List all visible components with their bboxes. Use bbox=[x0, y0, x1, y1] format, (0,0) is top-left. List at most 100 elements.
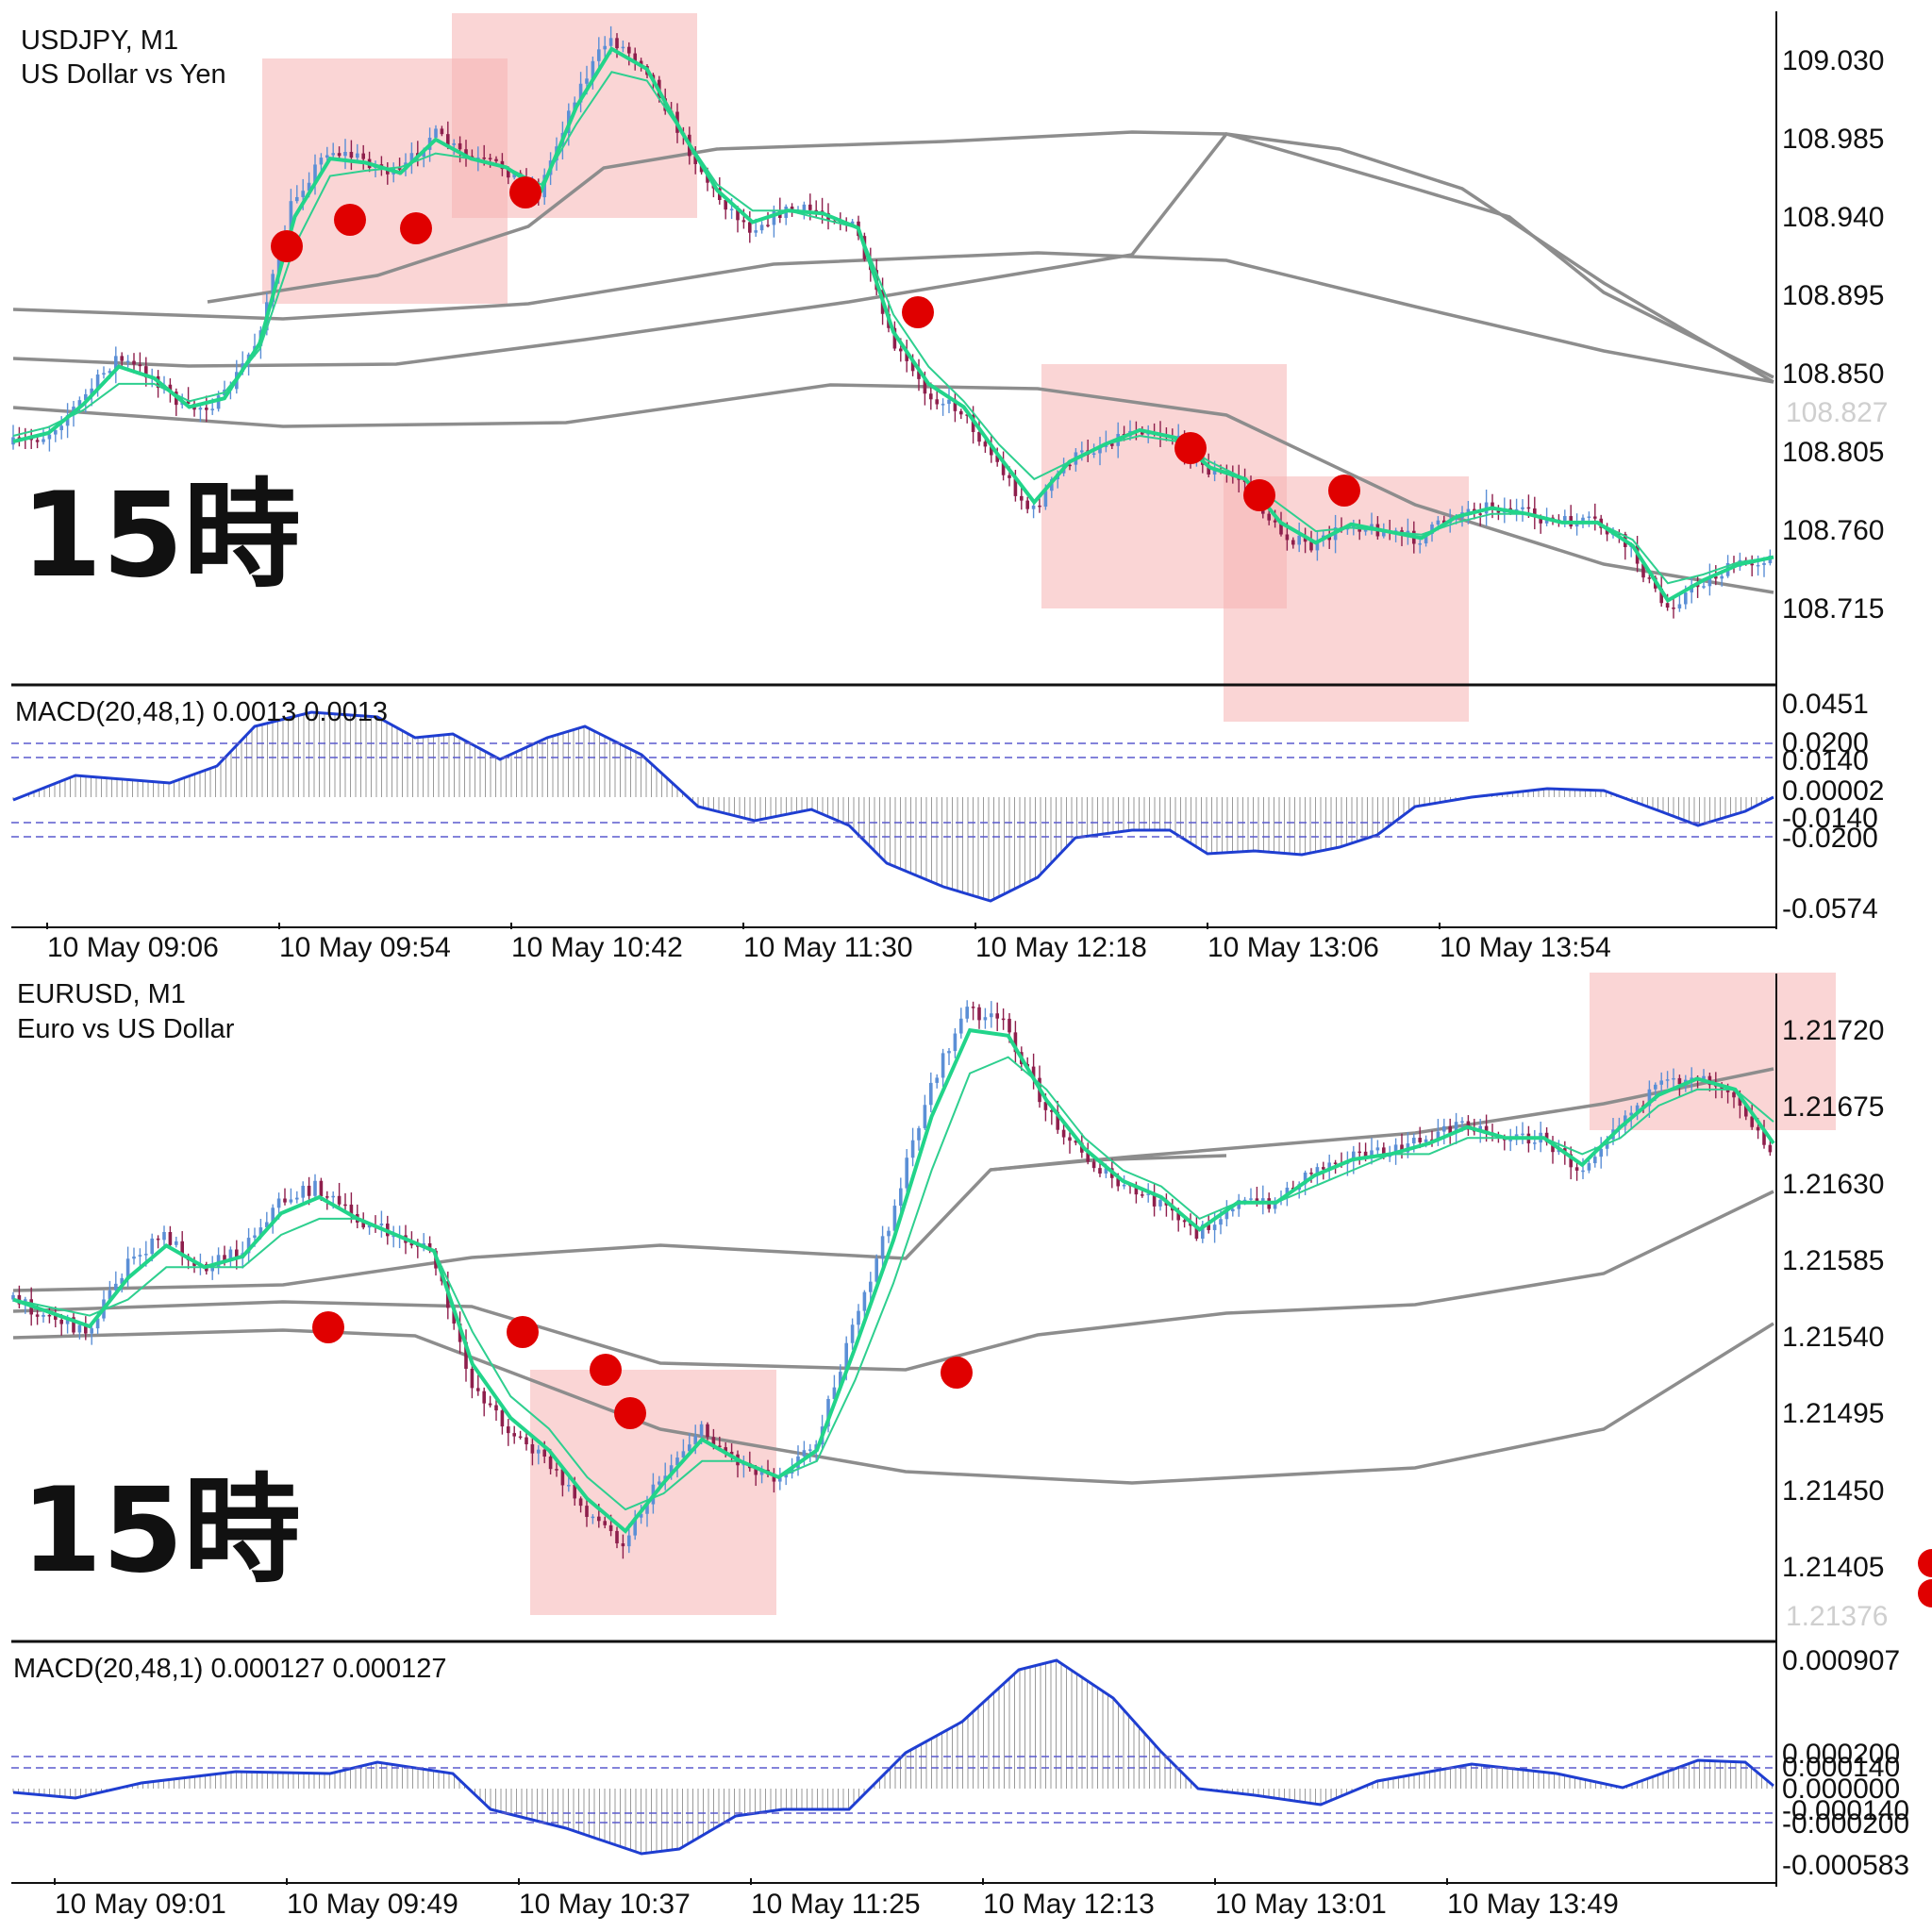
candle-body bbox=[965, 1007, 969, 1019]
current-price-label: 108.827 bbox=[1786, 397, 1888, 428]
candle-body bbox=[1025, 500, 1029, 509]
candle-body bbox=[910, 1140, 915, 1158]
candle-body bbox=[1224, 1211, 1229, 1220]
candle-body bbox=[923, 1105, 927, 1128]
candle-body bbox=[1056, 1111, 1059, 1130]
candle-body bbox=[1647, 1089, 1652, 1107]
candle-body bbox=[102, 373, 106, 375]
candle-body bbox=[90, 388, 93, 394]
candle-body bbox=[409, 153, 414, 163]
candle-body bbox=[1080, 450, 1084, 453]
candle-body bbox=[1327, 1162, 1331, 1170]
candle-body bbox=[29, 438, 33, 441]
candle-body bbox=[699, 163, 704, 173]
candle-body bbox=[144, 1254, 148, 1256]
candle-body bbox=[1091, 453, 1096, 456]
candle-body bbox=[977, 431, 981, 442]
indicator-tick: 0.00002 bbox=[1782, 775, 1884, 807]
candle-body bbox=[1436, 1131, 1441, 1141]
band-line bbox=[12, 251, 1774, 384]
candle-body bbox=[1672, 608, 1675, 609]
candle-body bbox=[802, 204, 807, 210]
candle-body bbox=[1454, 1122, 1458, 1134]
candle-body bbox=[1098, 1168, 1102, 1174]
candle-body bbox=[289, 201, 293, 233]
band-lines bbox=[12, 130, 1774, 594]
price-tick: 1.21450 bbox=[1782, 1475, 1884, 1507]
indicator-tick: -0.0200 bbox=[1782, 823, 1878, 854]
candle-body bbox=[319, 158, 324, 165]
candle-body bbox=[1122, 1184, 1126, 1187]
candle-body bbox=[615, 38, 619, 49]
candle-body bbox=[688, 1444, 691, 1452]
candle-body bbox=[84, 393, 88, 401]
candle-body bbox=[120, 1277, 124, 1284]
candle-body bbox=[608, 38, 613, 46]
candle-body bbox=[391, 1235, 395, 1238]
band-line bbox=[207, 130, 1774, 379]
candle-body bbox=[125, 1258, 130, 1278]
candle-body bbox=[452, 1307, 456, 1324]
candle-body bbox=[1333, 1162, 1338, 1164]
candle-body bbox=[476, 1388, 480, 1391]
usdjpy-chart[interactable]: USDJPY, M1 US Dollar vs Yen 15時 109.030 … bbox=[11, 11, 1888, 963]
candle-body bbox=[1043, 491, 1048, 508]
price-tick: 1.21540 bbox=[1782, 1322, 1884, 1353]
candle-body bbox=[216, 395, 221, 409]
candle-body bbox=[276, 1198, 281, 1208]
candle-body bbox=[1418, 1138, 1422, 1142]
macd-line bbox=[12, 710, 1774, 903]
candle-body bbox=[578, 83, 583, 103]
candle-body bbox=[1732, 1091, 1736, 1098]
candle-body bbox=[1587, 1163, 1591, 1171]
price-tick: 108.940 bbox=[1782, 202, 1884, 233]
candle-body bbox=[591, 60, 595, 79]
candle-body bbox=[766, 225, 770, 226]
price-tick: 108.715 bbox=[1782, 593, 1884, 625]
candle-body bbox=[675, 1457, 679, 1466]
candle-body bbox=[452, 142, 456, 145]
candle-body bbox=[633, 1517, 637, 1536]
eurusd-chart[interactable]: EURUSD, M1 Euro vs US Dollar 15時 1.21720… bbox=[11, 973, 1932, 1920]
candle-body bbox=[802, 1450, 807, 1457]
candle-body bbox=[72, 1317, 75, 1333]
candle-body bbox=[325, 155, 329, 158]
candle-body bbox=[555, 1469, 558, 1471]
candle-body bbox=[283, 1198, 287, 1203]
candle-body bbox=[1593, 516, 1597, 519]
candle-body bbox=[597, 1516, 601, 1522]
candle-body bbox=[1744, 1106, 1748, 1117]
candle-body bbox=[198, 408, 203, 410]
candle-body bbox=[307, 1185, 311, 1196]
candle-body bbox=[289, 1199, 293, 1203]
candle-body bbox=[850, 221, 855, 225]
candle-body bbox=[1641, 563, 1645, 578]
candle-body bbox=[910, 360, 915, 372]
candle-body bbox=[59, 425, 63, 431]
candle-body bbox=[585, 1506, 589, 1517]
candle-body bbox=[228, 1249, 233, 1261]
candle-body bbox=[47, 1314, 52, 1317]
candle-body bbox=[1176, 1210, 1180, 1221]
candle-body bbox=[500, 1410, 505, 1427]
candle-body bbox=[808, 204, 812, 210]
candle-body bbox=[1635, 1105, 1640, 1113]
signal-dot bbox=[334, 204, 366, 236]
price-tick: 109.030 bbox=[1782, 45, 1884, 76]
candle-body bbox=[1068, 464, 1072, 467]
candle-body bbox=[1249, 1198, 1253, 1200]
candle-body bbox=[542, 1449, 546, 1457]
candle-body bbox=[658, 1481, 661, 1485]
candle-body bbox=[125, 360, 130, 363]
candle-body bbox=[615, 1530, 619, 1544]
candle-body bbox=[537, 1449, 541, 1454]
candle-body bbox=[941, 404, 945, 406]
candle-body bbox=[488, 158, 492, 159]
candle-body bbox=[724, 199, 727, 210]
indicator-tick: -0.0574 bbox=[1782, 893, 1878, 924]
candle-body bbox=[168, 1232, 173, 1245]
candle-body bbox=[869, 1281, 873, 1292]
candle-body bbox=[1001, 1018, 1006, 1021]
candle-body bbox=[1357, 1151, 1361, 1154]
candle-body bbox=[1526, 507, 1531, 509]
